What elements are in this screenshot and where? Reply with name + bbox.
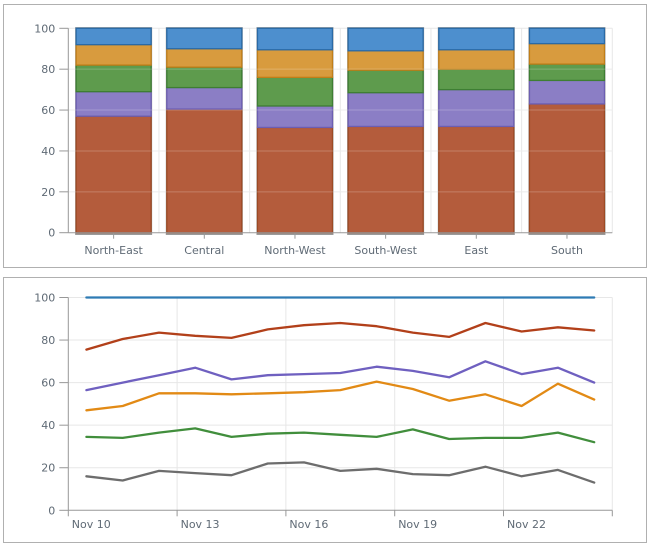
bar-segment-green[interactable] bbox=[166, 66, 243, 89]
line-purple[interactable] bbox=[85, 360, 596, 392]
y-tick-label: 100 bbox=[34, 292, 55, 305]
axis-labels: 0 20 40 60 80 100 North-East Central North-West S… bbox=[34, 22, 583, 257]
bar-segment-purple[interactable] bbox=[256, 105, 334, 129]
line-gray[interactable] bbox=[85, 461, 596, 484]
line-chart: 0 20 40 60 80 100 Nov 10 Nov 13 Nov 16 Nov 19 Nov … bbox=[34, 292, 613, 532]
bar-segment-rust[interactable] bbox=[347, 125, 424, 234]
line-red[interactable] bbox=[85, 321, 596, 351]
bar-segment-rust[interactable] bbox=[256, 126, 334, 234]
bar-segment-orange[interactable] bbox=[256, 49, 334, 79]
line-green[interactable] bbox=[85, 427, 596, 444]
bar-segment-rust[interactable] bbox=[75, 115, 152, 234]
bar-segment-green[interactable] bbox=[347, 69, 424, 94]
axes bbox=[59, 27, 613, 239]
gridline-overlay bbox=[68, 68, 613, 193]
x-tick-label: Nov 13 bbox=[181, 518, 220, 531]
stacked-bar-chart: 0 20 40 60 80 100 North-East Central North-West S… bbox=[34, 22, 613, 257]
line-orange[interactable] bbox=[85, 380, 596, 412]
bar-segment-blue[interactable] bbox=[438, 27, 515, 51]
x-category-label: North-East bbox=[84, 244, 143, 257]
bar-segment-green[interactable] bbox=[256, 76, 334, 107]
y-tick-label: 20 bbox=[41, 462, 55, 475]
bar-segment-blue[interactable] bbox=[256, 27, 334, 51]
bar-segment-green[interactable] bbox=[528, 63, 606, 82]
x-tick-label: Nov 22 bbox=[507, 518, 546, 531]
stacked-bar-chart-panel: 0 20 40 60 80 100 North-East Central North-West S… bbox=[3, 4, 647, 268]
bar-segment-purple[interactable] bbox=[528, 79, 606, 105]
bar-segment-orange[interactable] bbox=[75, 44, 152, 66]
bar-segment-orange[interactable] bbox=[438, 49, 515, 70]
bar-segment-blue[interactable] bbox=[528, 27, 606, 45]
bar-segment-purple[interactable] bbox=[347, 92, 424, 128]
gridlines bbox=[68, 27, 613, 233]
y-tick-label: 0 bbox=[48, 227, 55, 240]
bar-segment-rust[interactable] bbox=[438, 125, 515, 234]
bar-segment-orange[interactable] bbox=[528, 42, 606, 65]
y-tick-label: 60 bbox=[41, 104, 55, 117]
bar-segment-green[interactable] bbox=[75, 64, 152, 93]
bar-segment-rust[interactable] bbox=[166, 108, 243, 234]
bar-segment-green[interactable] bbox=[438, 68, 515, 91]
y-tick-label: 100 bbox=[34, 22, 55, 35]
y-tick-label: 20 bbox=[41, 186, 55, 199]
y-tick-label: 40 bbox=[41, 145, 55, 158]
x-tick-label: Nov 19 bbox=[398, 518, 437, 531]
y-tick-label: 80 bbox=[41, 63, 55, 76]
x-category-label: North-West bbox=[264, 244, 326, 257]
y-tick-label: 80 bbox=[41, 334, 55, 347]
bar-segment-blue[interactable] bbox=[75, 27, 152, 46]
x-tick-label: Nov 16 bbox=[289, 518, 328, 531]
x-category-label: South bbox=[551, 244, 583, 257]
bar-segment-blue[interactable] bbox=[347, 27, 424, 52]
bar-segment-blue[interactable] bbox=[166, 27, 243, 50]
bars bbox=[75, 27, 606, 235]
x-category-label: South-West bbox=[354, 244, 417, 257]
y-tick-label: 60 bbox=[41, 377, 55, 390]
y-tick-label: 40 bbox=[41, 419, 55, 432]
bar-segment-purple[interactable] bbox=[166, 86, 243, 110]
y-tick-label: 0 bbox=[48, 504, 55, 517]
bar-segment-purple[interactable] bbox=[75, 91, 152, 117]
line-chart-panel: 0 20 40 60 80 100 Nov 10 Nov 13 Nov 16 Nov 19 Nov … bbox=[3, 277, 647, 543]
bar-segment-orange[interactable] bbox=[166, 48, 243, 68]
bar-segment-rust[interactable] bbox=[528, 103, 606, 234]
bar-segment-purple[interactable] bbox=[438, 88, 515, 128]
series-lines bbox=[85, 296, 596, 484]
x-category-label: Central bbox=[184, 244, 224, 257]
bar-segment-orange[interactable] bbox=[347, 50, 424, 71]
axes bbox=[59, 297, 613, 517]
x-category-label: East bbox=[464, 244, 488, 257]
axis-labels: 0 20 40 60 80 100 Nov 10 Nov 13 Nov 16 Nov 19 Nov … bbox=[34, 292, 546, 532]
x-tick-label: Nov 10 bbox=[72, 518, 111, 531]
